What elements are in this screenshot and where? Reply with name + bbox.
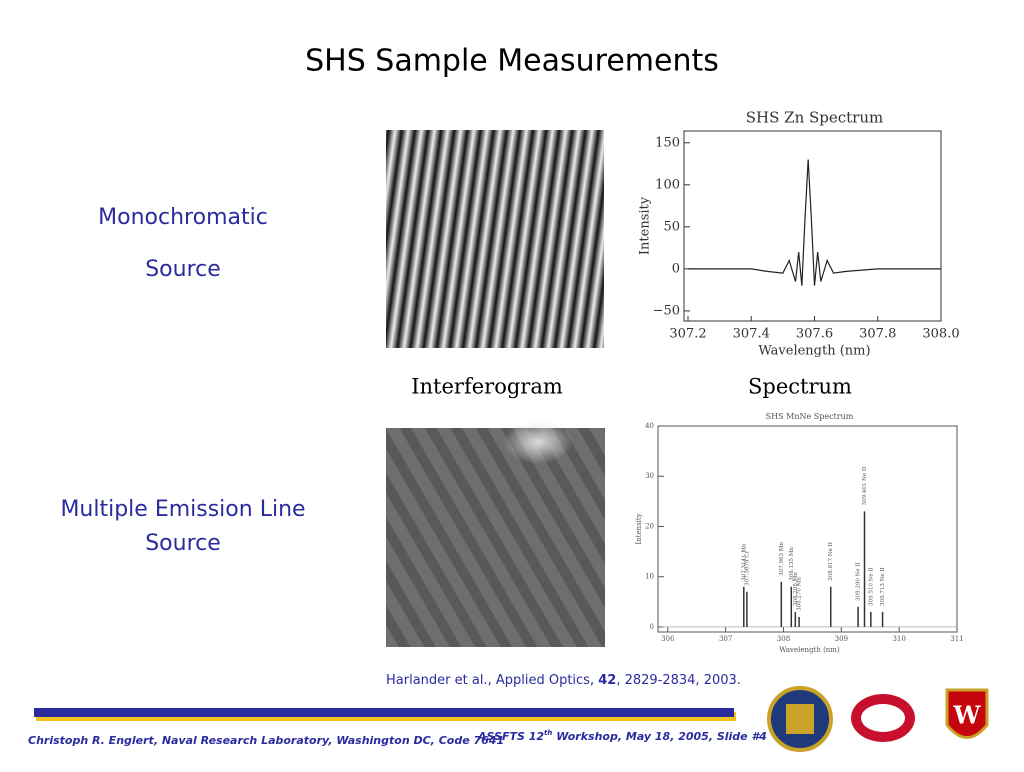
y-tick-label: 10 (645, 573, 654, 581)
spectrum-line (688, 159, 941, 286)
x-tick-label: 307.2 (669, 327, 706, 342)
y-tick-label: 100 (655, 177, 680, 192)
citation-authors: Harlander et al., Applied Optics, (386, 673, 598, 688)
y-tick-label: 40 (645, 422, 654, 430)
citation-rest: , 2829-2834, 2003. (616, 673, 741, 688)
peak-label: 309.713 Ne II (880, 567, 886, 606)
chart-title: SHS MnNe Spectrum (766, 412, 854, 421)
caption: Spectrum (748, 375, 852, 399)
peak-label: 309.290 Ne II (856, 562, 862, 601)
citation: Harlander et al., Applied Optics, 42, 28… (386, 673, 741, 688)
footer-text: Workshop, May 18, 2005, Slide #4 (552, 730, 766, 743)
logo-nrl-shield (786, 704, 814, 734)
footer-bar (34, 708, 734, 717)
logo-cornell-inner (861, 704, 905, 732)
interferogram-image (386, 130, 604, 348)
peak-label: 307.3141 Mn (741, 543, 747, 581)
x-tick-label: 308.0 (922, 327, 959, 342)
peak-label: 308.817 Ne II (828, 542, 834, 581)
peak-label: 307.963 Mn (779, 542, 785, 576)
y-tick-label: 0 (672, 261, 680, 276)
y-axis-label: Intensity (638, 196, 653, 255)
citation-volume: 42 (598, 673, 616, 688)
footer-right: ASSFTS 12th Workshop, May 18, 2005, Slid… (477, 729, 767, 743)
peak-label: 309.510 Ne II (868, 567, 874, 606)
y-tick-label: −50 (653, 303, 680, 318)
row-label: Source (145, 531, 221, 556)
x-tick-label: 307 (719, 635, 732, 643)
y-axis-label: Intensity (635, 513, 643, 544)
footer-left: Christoph R. Englert, Naval Research Lab… (28, 734, 504, 747)
x-tick-label: 311 (950, 635, 963, 643)
chart-title: SHS Zn Spectrum (746, 109, 884, 127)
interferogram-image (386, 428, 605, 647)
y-tick-label: 50 (663, 219, 680, 234)
peak-label: 308.135 Mn (789, 547, 795, 581)
row-label: Source (145, 257, 221, 282)
x-tick-label: 308 (777, 635, 790, 643)
x-tick-label: 307.6 (796, 327, 833, 342)
peak-label: 307.3679 Cr (744, 551, 750, 586)
x-tick-label: 310 (892, 635, 905, 643)
logo-uw (945, 688, 989, 739)
x-tick-label: 306 (661, 635, 675, 643)
x-axis-label: Wavelength (nm) (758, 344, 870, 359)
peak-label: 308.205 Mn (793, 572, 799, 606)
row-label: Multiple Emission Line (60, 497, 305, 522)
interferogram-highlight (503, 420, 573, 464)
y-tick-label: 30 (645, 472, 654, 480)
y-tick-label: 20 (645, 522, 654, 530)
slide-title: SHS Sample Measurements (305, 44, 719, 79)
plot-frame (657, 425, 958, 633)
y-tick-label: 150 (655, 135, 680, 150)
x-tick-label: 307.8 (859, 327, 896, 342)
peak-label: 309.401 Ne II (862, 467, 868, 506)
logo-uw-letter: W (953, 701, 982, 730)
x-tick-label: 309 (835, 635, 848, 643)
x-tick-label: 307.4 (733, 327, 770, 342)
footer-sup: th (544, 729, 552, 737)
peak-label: 308.270 Mn (797, 577, 803, 611)
x-axis-label: Wavelength (nm) (779, 646, 840, 654)
caption: Interferogram (411, 375, 563, 399)
y-tick-label: 0 (650, 623, 654, 631)
row-label: Monochromatic (98, 205, 268, 230)
plot-frame (683, 130, 942, 322)
footer-text: ASSFTS 12 (477, 730, 544, 743)
